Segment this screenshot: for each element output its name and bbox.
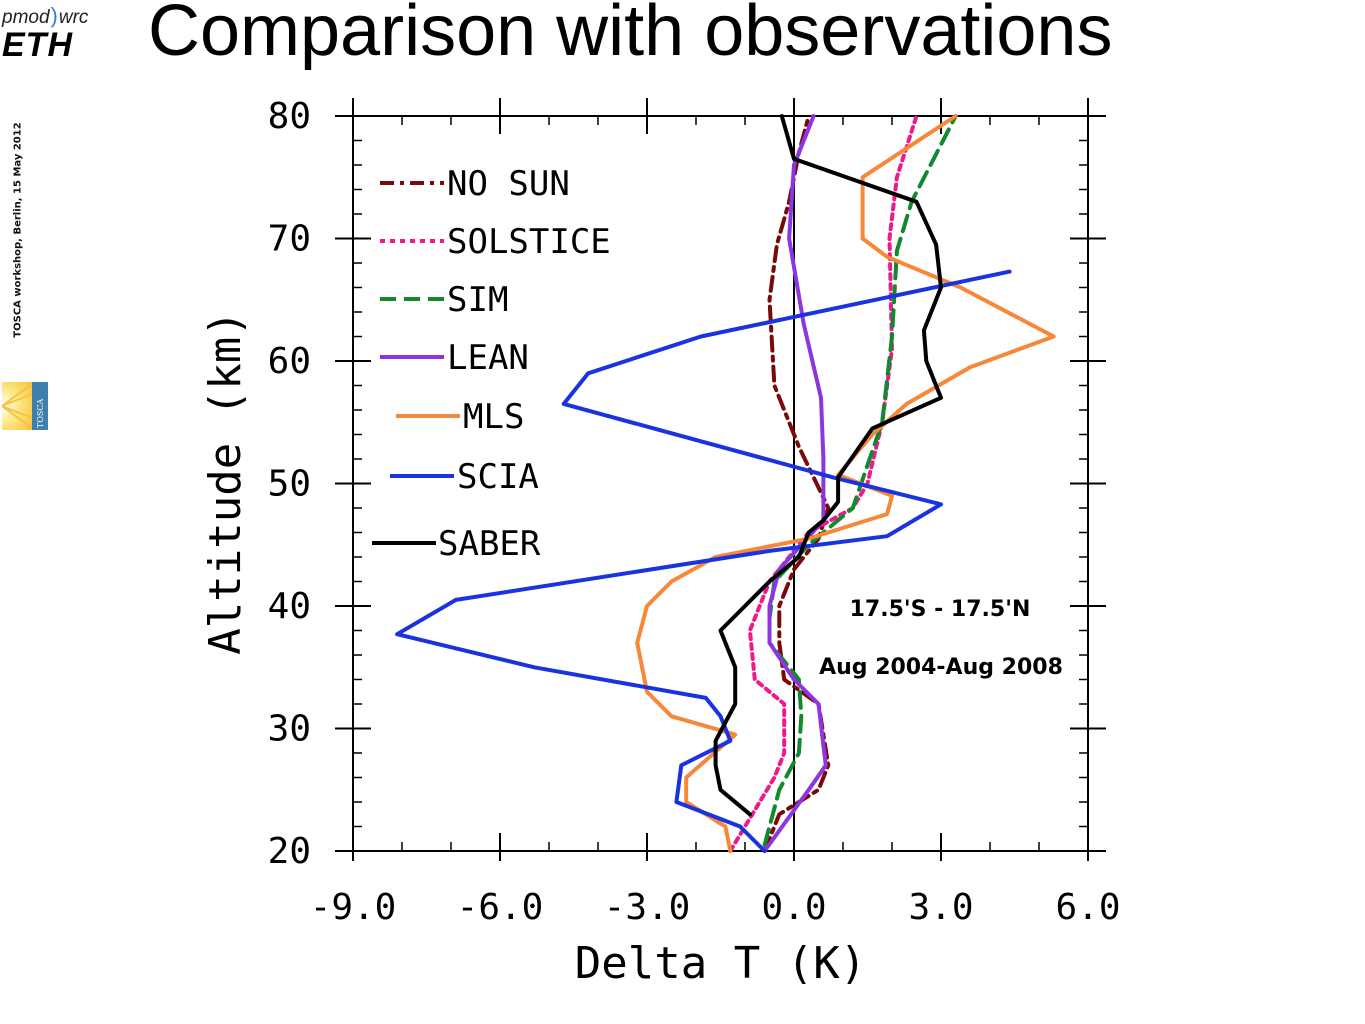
- y-tick-label: 30: [268, 709, 311, 750]
- legend: NO SUN SOLSTICE SIM LEAN MLS SCIA SABER: [372, 164, 611, 564]
- pmod-wrc-logo: pmod)wrc: [2, 3, 88, 29]
- x-tick-label: -6.0: [457, 887, 544, 928]
- logo-separator-icon: ): [50, 3, 58, 28]
- annotations: 17.5'S - 17.5'N Aug 2004-Aug 2008: [819, 597, 1063, 680]
- chart-annotation: Aug 2004-Aug 2008: [819, 655, 1063, 680]
- chart-annotation: 17.5'S - 17.5'N: [850, 597, 1031, 622]
- logo-wrc-text: wrc: [58, 7, 89, 28]
- legend-label: SABER: [438, 524, 541, 564]
- tosca-logo: TOSCA: [2, 382, 48, 430]
- axis-labels: -9.0 -6.0 -3.0 0.0 3.0 6.0 20 30 40 50 60 70 80 Delta…: [200, 96, 1121, 989]
- legend-label: MLS: [463, 397, 524, 437]
- legend-label: SCIA: [457, 457, 539, 497]
- x-tick-label: 6.0: [1055, 887, 1120, 928]
- x-tick-label: -9.0: [310, 887, 397, 928]
- x-tick-label: 3.0: [908, 887, 973, 928]
- y-tick-label: 20: [268, 831, 311, 872]
- series-line-mls: [635, 114, 1056, 853]
- x-axis-title: Delta T (K): [575, 938, 866, 989]
- logo-pmod-text: pmod: [2, 7, 50, 28]
- series-line-saber: [713, 114, 943, 817]
- axes-frame: [335, 98, 1106, 861]
- series-line-no-sun: [762, 114, 831, 853]
- legend-label: NO SUN: [447, 164, 570, 204]
- y-axis-title: Altitude (km): [200, 310, 251, 654]
- y-tick-label: 70: [268, 219, 311, 260]
- legend-label: SOLSTICE: [447, 222, 611, 262]
- series-line-scia: [395, 269, 1012, 853]
- tosca-logo-text: TOSCA: [36, 399, 45, 428]
- eth-logo: ETH: [2, 26, 73, 64]
- y-tick-label: 40: [268, 586, 311, 627]
- slide-title: Comparison with observations: [148, 0, 1113, 71]
- series-line-lean: [762, 114, 828, 853]
- y-tick-label: 80: [268, 96, 311, 137]
- y-tick-label: 60: [268, 341, 311, 382]
- legend-label: LEAN: [447, 338, 529, 378]
- x-tick-label: 0.0: [761, 887, 826, 928]
- x-tick-label: -3.0: [604, 887, 691, 928]
- series-lines: [395, 114, 1056, 853]
- legend-label: SIM: [447, 280, 508, 320]
- y-tick-label: 50: [268, 464, 311, 505]
